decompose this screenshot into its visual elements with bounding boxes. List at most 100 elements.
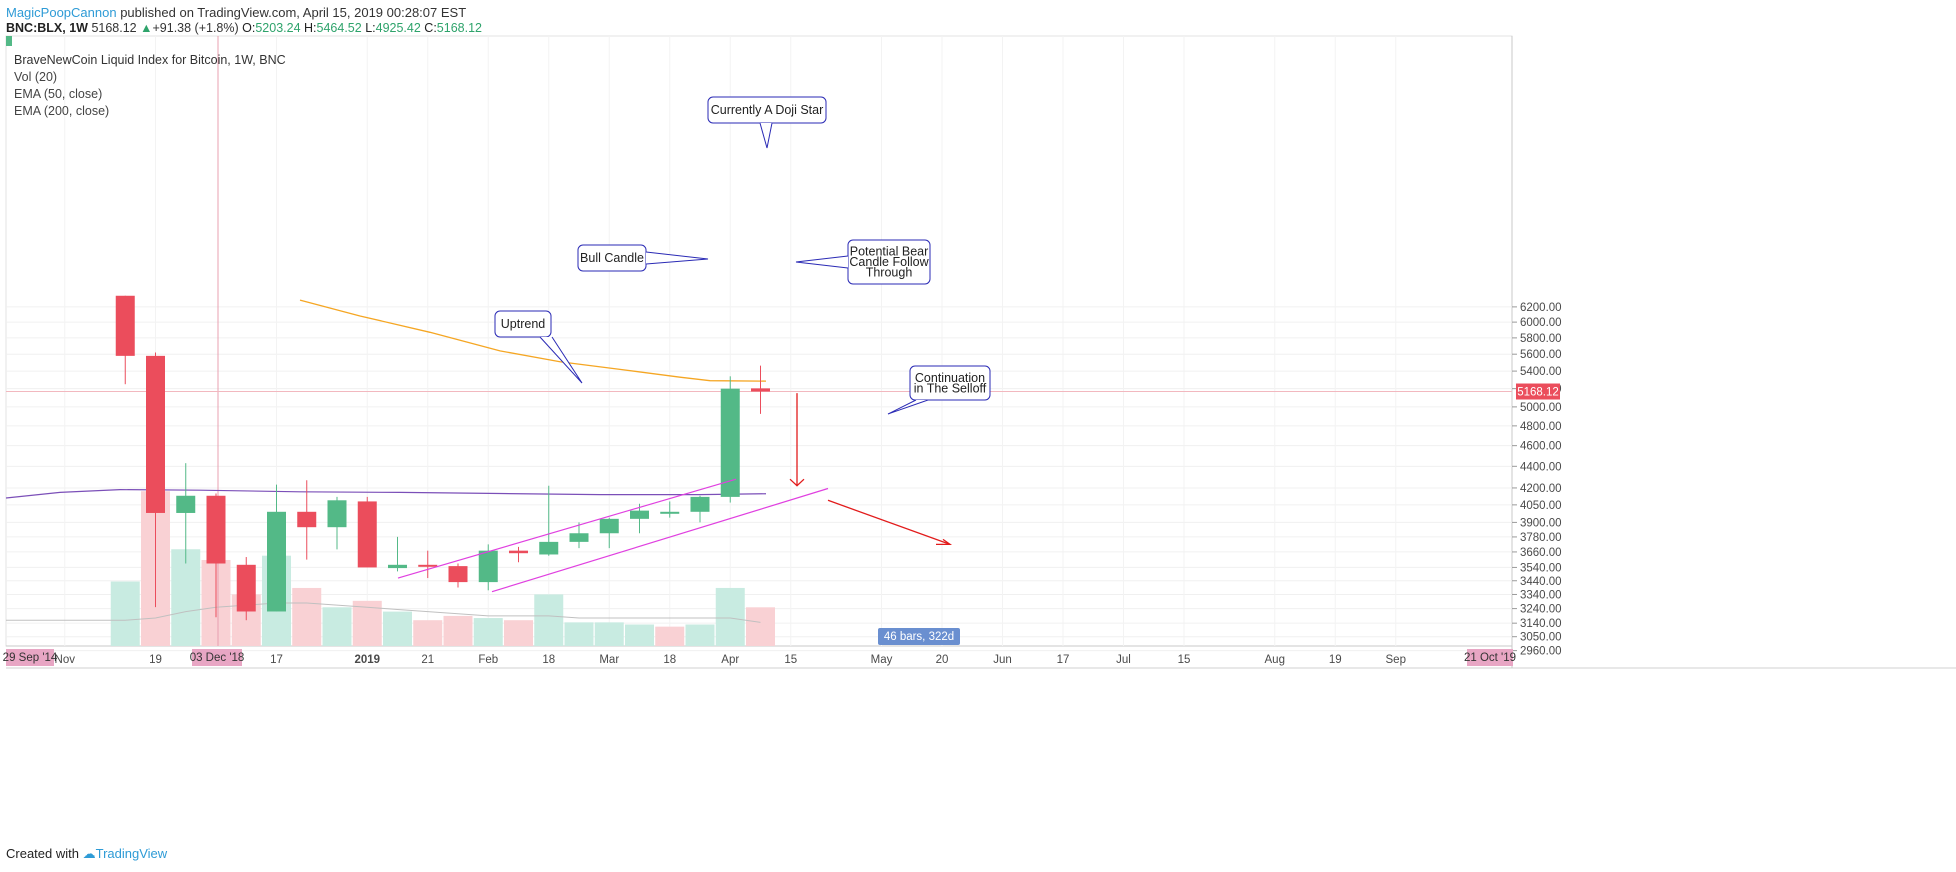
callout-text: Uptrend — [501, 317, 546, 331]
indicator-legend: BraveNewCoin Liquid Index for Bitcoin, 1… — [14, 52, 286, 120]
volume-bar — [322, 607, 352, 646]
candle-body — [448, 566, 468, 583]
volume-bar — [383, 611, 412, 646]
x-tick-label: 20 — [936, 654, 949, 666]
x-tick-label: Nov — [55, 654, 76, 666]
low-label: L: — [365, 21, 376, 35]
tradingview-link[interactable]: TradingView — [95, 846, 168, 861]
volume-bar — [171, 549, 201, 646]
volume-bar — [746, 607, 775, 646]
x-tick-label: Feb — [478, 654, 498, 666]
y-tick-label: 5400.00 — [1520, 366, 1562, 378]
callout-uptrend: Uptrend — [494, 310, 583, 384]
volume-bar — [110, 581, 140, 646]
x-tick-label: Mar — [599, 654, 619, 666]
y-tick-label: 3540.00 — [1520, 562, 1562, 574]
candle-body — [751, 388, 770, 392]
clipped-candle — [6, 36, 12, 46]
x-tick-label: Apr — [721, 654, 739, 666]
channel-upper-line — [397, 478, 737, 579]
candle-body — [115, 295, 135, 356]
candle-body — [478, 550, 498, 583]
y-tick-label: 2960.00 — [1520, 646, 1562, 658]
x-tick-label: Jul — [1116, 654, 1131, 666]
y-tick-label: 3240.00 — [1520, 604, 1562, 616]
open-label: O: — [242, 21, 256, 35]
high-value: 5464.52 — [316, 21, 362, 35]
x-tick-label: May — [871, 654, 893, 666]
crosshair-date-badge-label: 03 Dec '18 — [190, 652, 245, 664]
callout-pointer — [645, 251, 709, 265]
candle-body — [388, 564, 407, 569]
volume-bar — [685, 624, 715, 646]
callout-pointer — [887, 399, 929, 415]
candle-body — [236, 564, 256, 612]
open-value: 5203.24 — [255, 21, 301, 35]
callout-text: Currently A Doji Star — [711, 103, 824, 117]
high-label: H: — [304, 21, 317, 35]
author-link[interactable]: MagicPoopCannon — [6, 5, 117, 20]
symbol-label: BNC:BLX, 1W — [6, 21, 88, 35]
volume-bar — [473, 618, 503, 646]
candle-body — [327, 500, 347, 528]
volume-bar — [564, 622, 594, 646]
y-tick-label: 3440.00 — [1520, 576, 1562, 588]
y-tick-label: 3140.00 — [1520, 618, 1562, 630]
candle-body — [539, 541, 559, 555]
y-tick-label: 5800.00 — [1520, 333, 1562, 345]
range-badge — [878, 628, 960, 645]
close-label: C: — [424, 21, 437, 35]
x-tick-label: 17 — [270, 654, 283, 666]
crosshair-date-badge — [192, 649, 242, 666]
candle-body — [690, 496, 710, 512]
callout-text: in The Selloff — [914, 381, 987, 395]
last-price-badge-label: 5168.12 — [1517, 387, 1559, 399]
ema50-line — [299, 299, 767, 382]
volume-bar — [534, 594, 564, 646]
y-tick-label: 3050.00 — [1520, 632, 1562, 644]
candle-body — [267, 511, 286, 612]
range-badge-label: 46 bars, 322d — [884, 631, 954, 643]
callout-doji: Currently A Doji Star — [707, 96, 827, 149]
y-tick-label: 6200.00 — [1520, 302, 1562, 314]
candle-body — [509, 550, 528, 554]
candle-body — [357, 501, 377, 568]
legend-ema50[interactable]: EMA (50, close) — [14, 87, 103, 101]
channel-lower-line — [491, 487, 829, 593]
legend-ema200[interactable]: EMA (200, close) — [14, 104, 110, 118]
x-tick-label: Aug — [1265, 654, 1285, 666]
y-tick-label: 5000.00 — [1520, 402, 1562, 414]
volume-bar — [292, 587, 322, 646]
legend-volume[interactable]: Vol (20) — [14, 70, 58, 84]
x-tick-label: 15 — [784, 654, 797, 666]
x-tick-label: 2019 — [354, 654, 380, 666]
right-date-badge-label: 21 Oct '19 — [1464, 652, 1516, 664]
y-tick-label: 4800.00 — [1520, 421, 1562, 433]
x-tick-label: 21 — [421, 654, 434, 666]
volume-ma-line — [6, 602, 761, 623]
last-price: 5168.12 — [91, 21, 137, 35]
left-date-badge — [6, 649, 54, 666]
volume-bar — [625, 624, 654, 646]
change-up-icon: ▲ — [140, 21, 153, 35]
volume-bar — [443, 615, 473, 646]
volume-bar — [413, 620, 443, 646]
y-tick-label: 3900.00 — [1520, 517, 1562, 529]
callout-bull: Bull Candle — [577, 244, 709, 272]
volume-bar — [504, 620, 533, 646]
y-tick-label: 4050.00 — [1520, 500, 1562, 512]
tradingview-logo-icon: ☁ — [82, 846, 96, 861]
x-tick-label: 15 — [1178, 654, 1191, 666]
y-tick-label: 4400.00 — [1520, 461, 1562, 473]
candle-body — [720, 388, 740, 497]
candle-body — [599, 518, 619, 534]
chart-publish-header: MagicPoopCannon published on TradingView… — [6, 5, 466, 20]
volume-bar — [594, 622, 624, 646]
volume-bar — [655, 626, 685, 646]
plot-area — [5, 35, 1513, 647]
callout-text: Bull Candle — [580, 251, 644, 265]
candle-body — [297, 511, 317, 528]
y-tick-label: 3660.00 — [1520, 547, 1562, 559]
